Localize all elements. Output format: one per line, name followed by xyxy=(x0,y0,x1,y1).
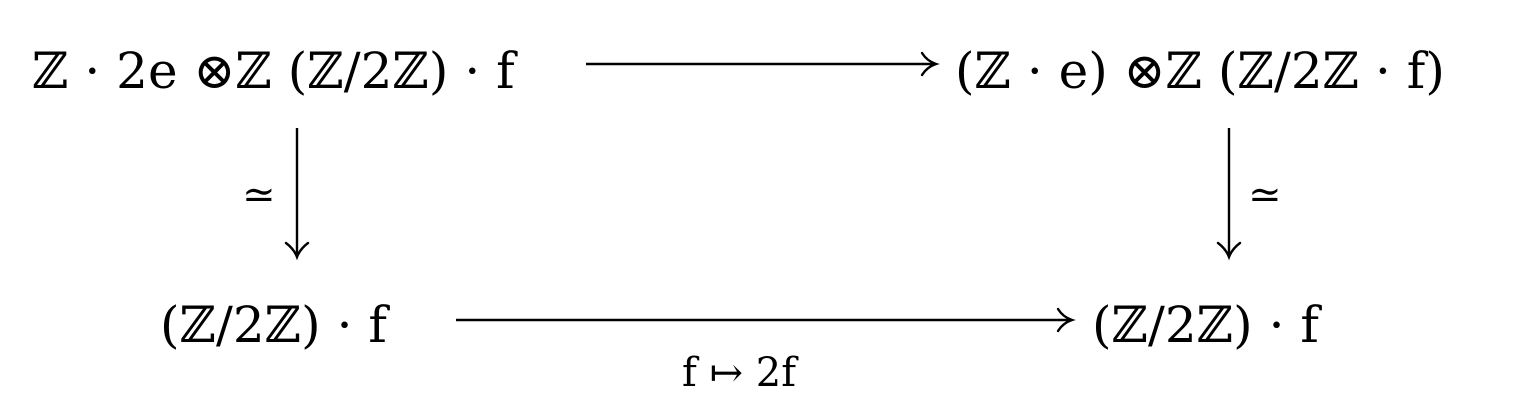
node-bottom-left: (ℤ/2ℤ) · f xyxy=(160,296,390,354)
left-vertical-arrow xyxy=(284,128,310,261)
bottom-arrow-label: f ↦ 2f xyxy=(682,350,799,396)
right-arrow-label: ≃ xyxy=(1248,172,1282,218)
top-horizontal-arrow xyxy=(586,51,940,77)
node-top-left: ℤ · 2e ⊗ℤ (ℤ/2ℤ) · f xyxy=(32,42,518,100)
node-top-right: (ℤ · e) ⊗ℤ (ℤ/2ℤ · f) xyxy=(955,42,1445,100)
bottom-horizontal-arrow xyxy=(456,307,1076,333)
left-arrow-label: ≃ xyxy=(242,172,276,218)
right-vertical-arrow xyxy=(1216,128,1242,261)
node-bottom-right: (ℤ/2ℤ) · f xyxy=(1092,296,1322,354)
